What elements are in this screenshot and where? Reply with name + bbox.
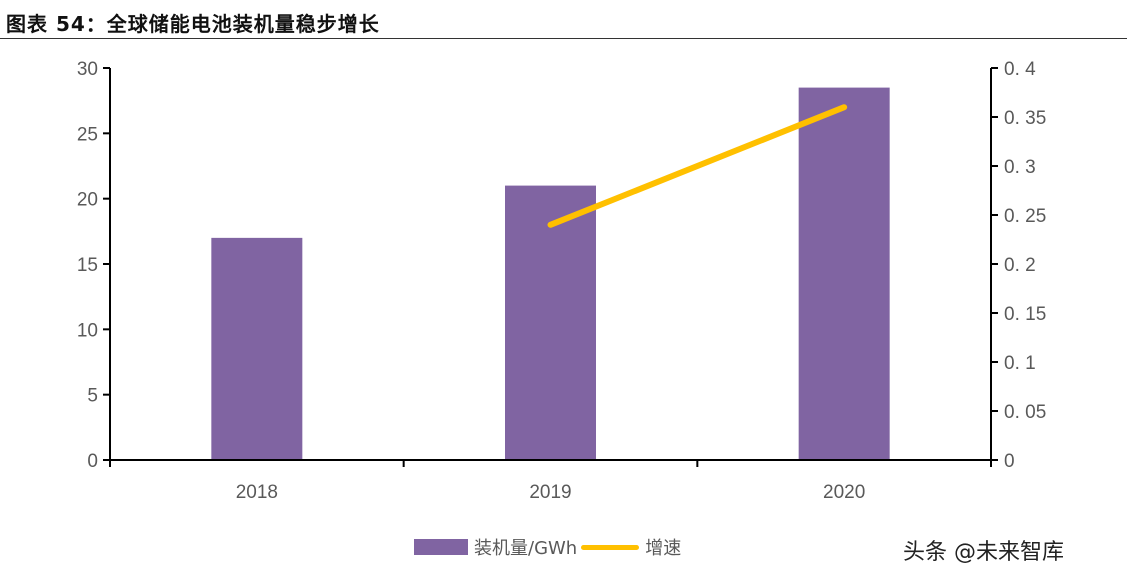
legend: 装机量/GWh 增速: [414, 534, 681, 560]
legend-line-label: 增速: [645, 538, 682, 559]
title-divider: [0, 38, 1127, 39]
bar-series: [211, 87, 890, 460]
legend-bar-swatch: [414, 539, 468, 555]
chart-title: 图表 54：全球储能电池装机量稳步增长: [6, 12, 380, 36]
growth-line: [547, 104, 848, 228]
bar-2019: [505, 185, 596, 460]
left-y-axis: 0 5 10 15 20 25 30: [77, 59, 111, 472]
legend-bar-label: 装机量/GWh: [474, 538, 578, 559]
right-tick-label: 0. 05: [1004, 402, 1046, 423]
left-tick-label: 0: [87, 451, 98, 472]
left-tick-label: 10: [77, 320, 98, 341]
x-tick-label: 2020: [823, 482, 865, 503]
right-tick-label: 0. 2: [1004, 255, 1036, 276]
legend-line-swatch: [581, 544, 640, 550]
bar-2020: [798, 87, 890, 460]
bar-2018: [211, 237, 303, 460]
line-series: [547, 104, 848, 228]
right-tick-label: 0. 4: [1004, 59, 1036, 80]
right-y-axis: 0 0. 05 0. 1 0. 15 0. 2 0. 25 0. 3 0. 35 0. 4: [990, 59, 1046, 472]
right-tick-label: 0. 1: [1004, 353, 1036, 374]
left-tick-label: 5: [87, 386, 98, 407]
right-tick-label: 0: [1004, 451, 1015, 472]
left-tick-label: 25: [77, 124, 98, 145]
left-tick-label: 20: [77, 190, 98, 211]
right-tick-label: 0. 15: [1004, 304, 1046, 325]
right-tick-label: 0. 3: [1004, 157, 1036, 178]
right-tick-label: 0. 35: [1004, 108, 1046, 129]
watermark: 头条 @未来智库: [903, 540, 1064, 565]
x-tick-label: 2019: [529, 482, 571, 503]
x-tick-label: 2018: [236, 482, 278, 503]
x-axis: 2018 2019 2020: [108, 459, 993, 503]
right-tick-label: 0. 25: [1004, 206, 1046, 227]
left-tick-label: 15: [77, 255, 98, 276]
left-tick-label: 30: [77, 59, 98, 80]
